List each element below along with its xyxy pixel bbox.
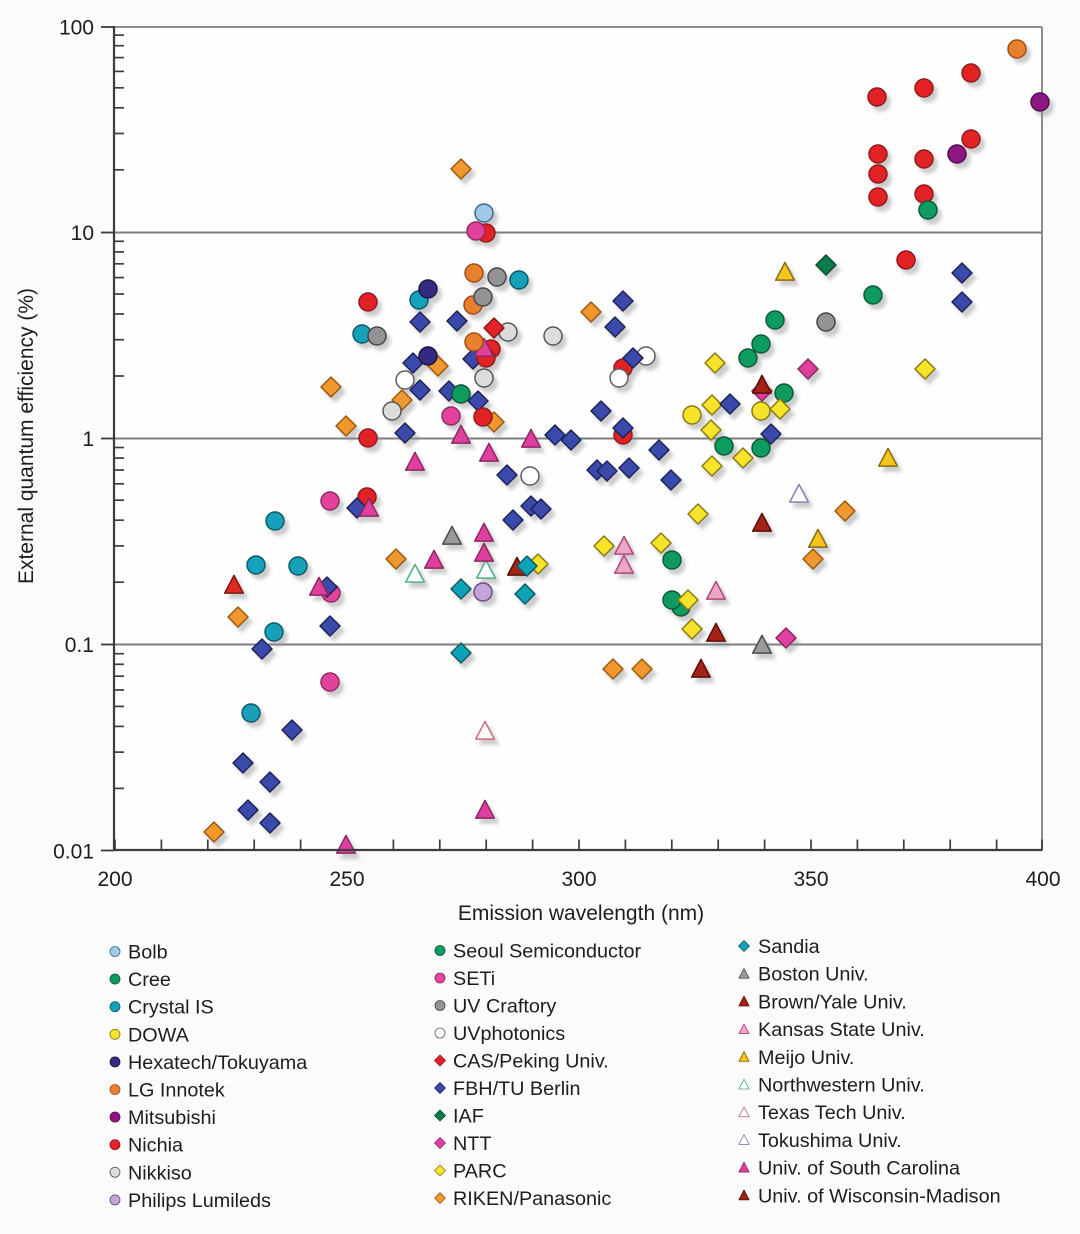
- svg-text:250: 250: [329, 868, 364, 891]
- svg-text:10: 10: [71, 222, 94, 245]
- svg-text:Emission wavelength (nm): Emission wavelength (nm): [458, 902, 704, 925]
- svg-text:LG Innotek: LG Innotek: [128, 1080, 225, 1102]
- svg-text:Nikkiso: Nikkiso: [128, 1162, 192, 1184]
- svg-text:IAF: IAF: [453, 1106, 484, 1128]
- svg-text:Univ. of South Carolina: Univ. of South Carolina: [758, 1158, 960, 1180]
- svg-text:Northwestern Univ.: Northwestern Univ.: [758, 1075, 925, 1097]
- svg-text:300: 300: [561, 868, 596, 891]
- svg-text:RIKEN/Panasonic: RIKEN/Panasonic: [453, 1188, 611, 1210]
- svg-text:350: 350: [793, 868, 828, 891]
- svg-text:UVphotonics: UVphotonics: [453, 1023, 565, 1045]
- svg-text:NTT: NTT: [453, 1133, 491, 1155]
- svg-text:CAS/Peking Univ.: CAS/Peking Univ.: [453, 1051, 609, 1073]
- svg-text:Hexatech/Tokuyama: Hexatech/Tokuyama: [128, 1052, 307, 1074]
- svg-text:Cree: Cree: [128, 969, 171, 991]
- svg-text:DOWA: DOWA: [128, 1024, 190, 1046]
- svg-text:UV Craftory: UV Craftory: [453, 996, 556, 1018]
- svg-text:FBH/TU Berlin: FBH/TU Berlin: [453, 1078, 581, 1100]
- svg-text:0.01: 0.01: [53, 841, 94, 864]
- svg-text:Brown/Yale Univ.: Brown/Yale Univ.: [758, 991, 907, 1013]
- svg-text:Seoul Semiconductor: Seoul Semiconductor: [453, 941, 641, 963]
- svg-text:100: 100: [59, 17, 94, 40]
- svg-text:Univ. of Wisconsin-Madison: Univ. of Wisconsin-Madison: [758, 1185, 1001, 1207]
- svg-text:Crystal IS: Crystal IS: [128, 997, 214, 1019]
- svg-text:SETi: SETi: [453, 968, 495, 990]
- svg-text:Meijo Univ.: Meijo Univ.: [758, 1047, 854, 1069]
- svg-text:Tokushima Univ.: Tokushima Univ.: [758, 1130, 902, 1152]
- svg-text:200: 200: [97, 868, 132, 891]
- svg-text:1: 1: [82, 428, 94, 451]
- svg-text:0.1: 0.1: [65, 634, 94, 657]
- svg-text:Mitsubishi: Mitsubishi: [128, 1107, 216, 1129]
- svg-text:Bolb: Bolb: [128, 942, 168, 964]
- svg-text:External quantum efficiency (%: External quantum efficiency (%): [15, 288, 38, 584]
- svg-text:Philips Lumileds: Philips Lumileds: [128, 1190, 271, 1212]
- svg-text:Texas Tech Univ.: Texas Tech Univ.: [758, 1102, 906, 1124]
- svg-text:Nichia: Nichia: [128, 1135, 183, 1157]
- svg-text:400: 400: [1025, 868, 1060, 891]
- svg-text:Kansas State Univ.: Kansas State Univ.: [758, 1019, 925, 1041]
- svg-text:Sandia: Sandia: [758, 936, 820, 958]
- svg-text:PARC: PARC: [453, 1161, 507, 1183]
- svg-text:Boston Univ.: Boston Univ.: [758, 964, 869, 986]
